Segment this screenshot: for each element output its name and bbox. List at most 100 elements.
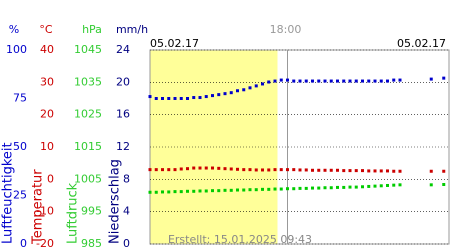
- data-point: [267, 187, 271, 191]
- data-point: [217, 166, 221, 170]
- data-point: [217, 189, 221, 193]
- data-point: [373, 79, 377, 83]
- data-point: [323, 168, 327, 172]
- data-point: [161, 190, 164, 194]
- data-point: [242, 88, 246, 92]
- data-point: [342, 169, 346, 173]
- data-point: [304, 168, 308, 172]
- data-point: [311, 186, 314, 190]
- data-point: [173, 97, 177, 100]
- data-point: [192, 96, 196, 100]
- y-tick-label: 12: [116, 140, 130, 153]
- data-point: [179, 190, 183, 194]
- data-point: [261, 168, 264, 172]
- data-point: [204, 95, 208, 99]
- data-point: [329, 79, 333, 83]
- data-point: [211, 189, 214, 193]
- y-tick-label: 30: [40, 75, 54, 88]
- data-point: [329, 168, 333, 172]
- data-point: [204, 189, 208, 193]
- data-point: [211, 94, 214, 98]
- data-point: [248, 86, 252, 90]
- y-tick-label: 0: [123, 237, 130, 250]
- y-tick-label: 995: [81, 205, 102, 218]
- data-point: [323, 79, 327, 83]
- data-point: [223, 92, 227, 96]
- data-point: [304, 186, 308, 190]
- y-tick-label: 75: [13, 92, 27, 105]
- data-point: [229, 188, 233, 192]
- y-tick-label: 10: [40, 140, 54, 153]
- data-point: [186, 189, 189, 193]
- data-point: [317, 168, 321, 172]
- data-point: [354, 79, 358, 83]
- y-tick-label: -10: [36, 205, 54, 218]
- data-point: [229, 167, 233, 171]
- data-point: [361, 79, 364, 83]
- data-point: [167, 168, 171, 172]
- data-point: [279, 168, 283, 172]
- data-point: [298, 168, 302, 172]
- axis-unit: mm/h: [116, 23, 148, 36]
- data-point: [154, 190, 158, 194]
- y-tick-label: 1015: [74, 140, 102, 153]
- data-point: [336, 185, 339, 189]
- data-point: [154, 168, 158, 172]
- footer: Erstellt: 15.01.2025 09:43: [168, 233, 312, 246]
- data-point: [329, 186, 333, 190]
- data-point: [223, 167, 227, 171]
- data-point: [367, 79, 371, 83]
- y-tick-label: 1045: [74, 43, 102, 56]
- y-tick-label: 100: [6, 43, 27, 56]
- y-tick-label: -20: [36, 237, 54, 250]
- y-tick-label: 20: [116, 75, 130, 88]
- data-point: [379, 169, 383, 173]
- data-point: [348, 169, 352, 173]
- data-point: [398, 78, 402, 82]
- axis-unit: °C: [39, 23, 53, 36]
- data-point: [236, 167, 239, 171]
- y-tick-label: 1005: [74, 172, 102, 185]
- data-point: [223, 188, 227, 192]
- data-point: [242, 188, 246, 192]
- data-point: [204, 166, 208, 170]
- data-point: [392, 183, 396, 187]
- data-point: [192, 189, 196, 193]
- data-point: [386, 79, 389, 83]
- data-point: [217, 93, 221, 97]
- data-point: [317, 79, 321, 83]
- data-point: [254, 84, 258, 88]
- x-tick-label: 18:00: [270, 23, 302, 36]
- data-point: [367, 184, 371, 188]
- y-tick-label: 985: [81, 237, 102, 250]
- data-point: [148, 95, 152, 99]
- data-point: [192, 166, 196, 170]
- data-point: [273, 79, 277, 83]
- data-point: [242, 168, 246, 172]
- data-point: [267, 168, 271, 172]
- data-point: [348, 79, 352, 83]
- data-point: [292, 187, 296, 191]
- data-point: [261, 187, 264, 191]
- data-point: [186, 167, 189, 171]
- data-point: [273, 168, 277, 172]
- data-point: [398, 183, 402, 187]
- data-point: [429, 77, 433, 81]
- data-point: [354, 169, 358, 173]
- data-point: [198, 166, 202, 170]
- data-point: [298, 186, 302, 190]
- y-tick-label: 20: [40, 108, 54, 121]
- y-tick-label: 40: [40, 43, 54, 56]
- y-tick-label: 1025: [74, 108, 102, 121]
- y-tick-label: 8: [123, 172, 130, 185]
- axis-title: Temperatur: [31, 169, 46, 245]
- data-point: [323, 186, 327, 190]
- data-point: [392, 78, 396, 82]
- data-point: [161, 168, 164, 172]
- axis-title: Luftdruck: [66, 182, 81, 244]
- data-point: [173, 168, 177, 172]
- data-point: [379, 79, 383, 83]
- y-tick-label: 0: [47, 172, 54, 185]
- data-point: [179, 97, 183, 100]
